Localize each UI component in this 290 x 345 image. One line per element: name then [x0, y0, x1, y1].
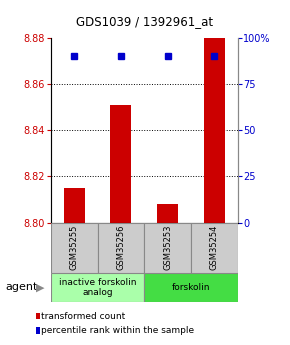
Bar	[97, 223, 144, 273]
Bar	[64, 188, 85, 223]
Bar	[51, 273, 144, 302]
Bar	[110, 105, 131, 223]
Text: GSM35254: GSM35254	[210, 225, 219, 270]
Text: agent: agent	[6, 282, 38, 292]
Bar	[204, 33, 225, 223]
Text: inactive forskolin
analog: inactive forskolin analog	[59, 277, 136, 297]
Text: GDS1039 / 1392961_at: GDS1039 / 1392961_at	[77, 16, 213, 29]
Text: percentile rank within the sample: percentile rank within the sample	[41, 326, 195, 335]
Text: GSM35253: GSM35253	[163, 225, 172, 270]
Bar	[51, 223, 97, 273]
Bar	[191, 223, 238, 273]
Bar	[144, 273, 238, 302]
Bar	[157, 204, 178, 223]
Text: GSM35255: GSM35255	[70, 225, 79, 270]
Text: transformed count: transformed count	[41, 312, 126, 321]
Text: GSM35256: GSM35256	[116, 225, 125, 270]
Text: forskolin: forskolin	[172, 283, 210, 292]
Text: ▶: ▶	[37, 282, 45, 292]
Bar	[144, 223, 191, 273]
